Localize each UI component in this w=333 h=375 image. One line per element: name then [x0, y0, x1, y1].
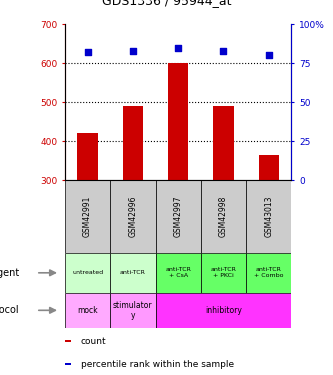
Point	[221, 48, 226, 54]
Text: anti-TCR
+ PKCi: anti-TCR + PKCi	[210, 267, 236, 278]
Bar	[65, 292, 110, 328]
Bar	[110, 292, 156, 328]
Bar	[65, 363, 71, 365]
Bar	[246, 253, 291, 292]
Bar	[65, 180, 110, 253]
Text: GSM42998: GSM42998	[219, 196, 228, 237]
Text: protocol: protocol	[0, 305, 19, 315]
Bar	[246, 180, 291, 253]
Bar	[213, 106, 234, 180]
Text: agent: agent	[0, 268, 19, 278]
Point	[130, 48, 136, 54]
Text: anti-TCR
+ CsA: anti-TCR + CsA	[165, 267, 191, 278]
Point	[85, 50, 90, 55]
Text: count: count	[81, 337, 107, 346]
Text: GDS1336 / 95944_at: GDS1336 / 95944_at	[102, 0, 231, 8]
Bar	[110, 180, 156, 253]
Text: percentile rank within the sample: percentile rank within the sample	[81, 360, 234, 369]
Bar	[156, 292, 291, 328]
Text: inhibitory: inhibitory	[205, 306, 242, 315]
Text: GSM42996: GSM42996	[128, 196, 138, 237]
Text: untreated: untreated	[72, 270, 103, 275]
Text: anti-TCR
+ Combo: anti-TCR + Combo	[254, 267, 283, 278]
Bar	[156, 253, 201, 292]
Bar	[201, 253, 246, 292]
Text: GSM42997: GSM42997	[173, 196, 183, 237]
Bar	[123, 106, 143, 180]
Text: GSM43013: GSM43013	[264, 196, 273, 237]
Bar	[77, 134, 98, 180]
Point	[266, 53, 271, 58]
Bar	[156, 180, 201, 253]
Text: anti-TCR: anti-TCR	[120, 270, 146, 275]
Text: GSM42991: GSM42991	[83, 196, 92, 237]
Text: mock: mock	[77, 306, 98, 315]
Bar	[65, 340, 71, 342]
Bar	[201, 180, 246, 253]
Text: stimulator
y: stimulator y	[113, 301, 153, 320]
Bar	[65, 253, 110, 292]
Bar	[168, 63, 188, 180]
Bar	[110, 253, 156, 292]
Point	[175, 45, 181, 51]
Bar	[258, 155, 279, 180]
